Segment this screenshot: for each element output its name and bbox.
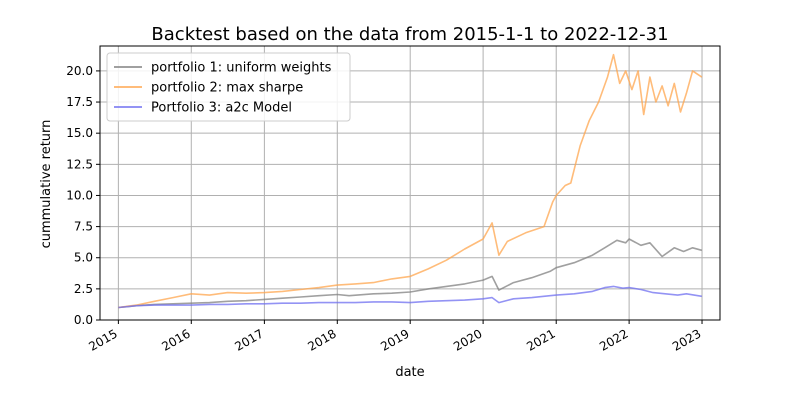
series-line-2 xyxy=(118,53,703,309)
legend-label-3: Portfolio 3: a2c Model xyxy=(151,101,292,116)
legend-box xyxy=(106,52,351,122)
legend-label-2: portfolio 2: max sharpe xyxy=(151,81,303,96)
y-tick-label: 0.0 xyxy=(74,313,93,327)
y-tick-label: 7.5 xyxy=(74,220,93,234)
y-axis-label: cummulative return xyxy=(39,120,54,249)
y-tick-label: 12.5 xyxy=(66,157,93,171)
series-line-3 xyxy=(118,285,702,309)
x-axis-label: date xyxy=(395,365,424,380)
y-tick-label: 17.5 xyxy=(66,95,93,109)
series-line-1 xyxy=(118,238,703,309)
series-layer xyxy=(118,53,703,309)
y-tick-label: 15.0 xyxy=(66,126,93,140)
chart-title: Backtest based on the data from 2015-1-1… xyxy=(151,24,668,45)
y-tick-label: 2.5 xyxy=(74,282,93,296)
y-tick-label: 10.0 xyxy=(66,188,93,202)
legend-label-1: portfolio 1: uniform weights xyxy=(151,61,332,76)
legend: portfolio 1: uniform weights portfolio 2:… xyxy=(106,52,351,122)
y-tick-label: 20.0 xyxy=(66,64,93,78)
y-tick-label: 5.0 xyxy=(74,251,93,265)
